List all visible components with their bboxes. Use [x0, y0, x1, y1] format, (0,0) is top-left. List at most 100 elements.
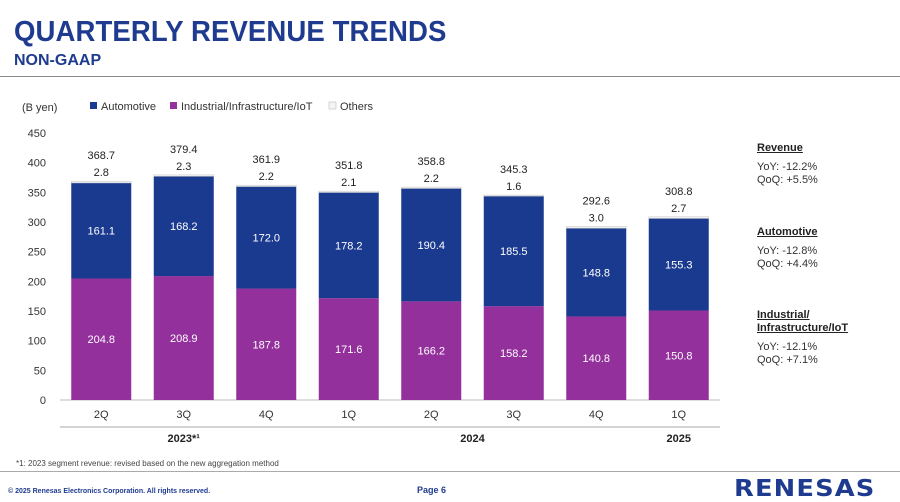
bar-industrial: [483, 306, 544, 400]
data-label-automotive: 155.3: [665, 259, 693, 271]
industrial-yoy: YoY: -12.1%: [757, 341, 818, 353]
data-label-others: 2.2: [424, 173, 439, 185]
revenue-qoq: QoQ: +5.5%: [757, 174, 818, 186]
bar-others: [153, 174, 215, 177]
legend-swatch: [90, 102, 97, 109]
bar-others: [400, 186, 462, 189]
legend-swatch: [328, 101, 337, 110]
automotive-qoq: QoQ: +4.4%: [757, 258, 818, 270]
data-label-industrial: 150.8: [665, 350, 693, 362]
y-tick-label: 150: [28, 306, 46, 318]
data-label-total: 308.8: [665, 186, 693, 198]
data-label-total: 292.6: [582, 195, 610, 207]
data-label-industrial: 166.2: [417, 346, 445, 358]
data-label-industrial: 158.2: [500, 348, 528, 360]
x-tick-label: 4Q: [589, 409, 604, 421]
bar-others: [648, 216, 710, 219]
data-label-automotive: 148.8: [582, 267, 610, 279]
bar-industrial: [401, 301, 462, 400]
bar-industrial: [71, 278, 132, 400]
bar-automotive: [236, 186, 297, 289]
bar-automotive: [566, 228, 627, 317]
x-group-label: 2025: [667, 433, 691, 445]
data-label-others: 2.7: [671, 203, 686, 215]
legend-label: Automotive: [101, 101, 156, 113]
bar-industrial: [318, 298, 379, 400]
bar-automotive: [648, 218, 709, 311]
y-tick-label: 300: [28, 217, 46, 229]
bar-automotive: [153, 176, 214, 277]
data-label-total: 368.7: [87, 150, 115, 162]
x-tick-label: 1Q: [671, 409, 686, 421]
data-label-others: 2.8: [94, 167, 109, 179]
title-divider: [0, 76, 900, 77]
automotive-summary-title: Automotive: [757, 226, 818, 238]
industrial-qoq: QoQ: +7.1%: [757, 354, 818, 366]
bar-others: [483, 194, 545, 197]
data-label-others: 2.2: [259, 171, 274, 183]
data-label-automotive: 185.5: [500, 246, 528, 258]
data-label-total: 358.8: [417, 156, 445, 168]
y-tick-label: 350: [28, 187, 46, 199]
data-label-industrial: 140.8: [582, 353, 610, 365]
data-label-automotive: 161.1: [87, 226, 115, 238]
data-label-others: 2.3: [176, 161, 191, 173]
legend-swatch: [170, 102, 177, 109]
data-label-total: 345.3: [500, 164, 528, 176]
bar-automotive: [71, 182, 132, 279]
renesas-logo: RENESAS: [734, 476, 876, 502]
bar-others: [235, 184, 297, 187]
x-tick-label: 3Q: [176, 409, 191, 421]
x-group-label: 2024: [460, 433, 485, 445]
bar-others: [318, 190, 380, 193]
data-label-others: 2.1: [341, 177, 356, 189]
page-title: QUARTERLY REVENUE TRENDS: [14, 16, 447, 48]
bar-automotive: [401, 188, 462, 302]
y-tick-label: 100: [28, 336, 46, 348]
automotive-yoy: YoY: -12.8%: [757, 245, 818, 257]
x-tick-label: 2Q: [424, 409, 439, 421]
bar-others: [565, 226, 627, 229]
revenue-summary: Revenue YoY: -12.2% QoQ: +5.5%: [757, 142, 818, 187]
data-label-total: 351.8: [335, 160, 363, 172]
legend-label: Industrial/Infrastructure/IoT: [181, 101, 313, 113]
x-group-label: 2023*¹: [168, 433, 201, 445]
y-unit-label: (B yen): [22, 102, 57, 114]
data-label-others: 3.0: [589, 212, 604, 224]
page-number: Page 6: [417, 485, 447, 495]
page-subtitle: NON-GAAP: [14, 52, 102, 69]
bar-industrial: [648, 310, 709, 400]
y-tick-label: 0: [40, 395, 46, 407]
data-label-others: 1.6: [506, 181, 521, 193]
revenue-summary-title: Revenue: [757, 142, 803, 154]
x-tick-label: 4Q: [259, 409, 274, 421]
bar-others: [70, 180, 132, 184]
data-label-industrial: 187.8: [252, 339, 280, 351]
industrial-summary: Industrial/ Infrastructure/IoT YoY: -12.…: [757, 309, 848, 367]
x-tick-label: 2Q: [94, 409, 109, 421]
bar-industrial: [153, 276, 214, 400]
bar-industrial: [236, 288, 297, 400]
legend-label: Others: [340, 101, 374, 113]
x-tick-label: 3Q: [506, 409, 521, 421]
y-tick-label: 200: [28, 276, 46, 288]
data-label-industrial: 204.8: [87, 334, 115, 346]
y-tick-label: 250: [28, 247, 46, 259]
data-label-automotive: 190.4: [417, 240, 445, 252]
copyright: © 2025 Renesas Electronics Corporation. …: [8, 488, 211, 495]
x-tick-label: 1Q: [341, 409, 356, 421]
data-label-automotive: 172.0: [252, 233, 280, 245]
bar-industrial: [566, 316, 627, 400]
revenue-yoy: YoY: -12.2%: [757, 161, 818, 173]
data-label-industrial: 208.9: [170, 333, 198, 345]
y-tick-label: 400: [28, 158, 46, 170]
automotive-summary: Automotive YoY: -12.8% QoQ: +4.4%: [757, 226, 818, 271]
y-tick-label: 450: [28, 128, 46, 140]
industrial-summary-title-line2: Infrastructure/IoT: [757, 322, 849, 334]
data-label-automotive: 168.2: [170, 221, 198, 233]
data-label-industrial: 171.6: [335, 344, 363, 356]
data-label-total: 361.9: [252, 154, 280, 166]
revenue-stacked-bar-chart: (B yen) Automotive Industrial/Infrastructu…: [22, 101, 720, 445]
industrial-summary-title-line1: Industrial/: [757, 309, 810, 321]
data-label-automotive: 178.2: [335, 240, 363, 252]
